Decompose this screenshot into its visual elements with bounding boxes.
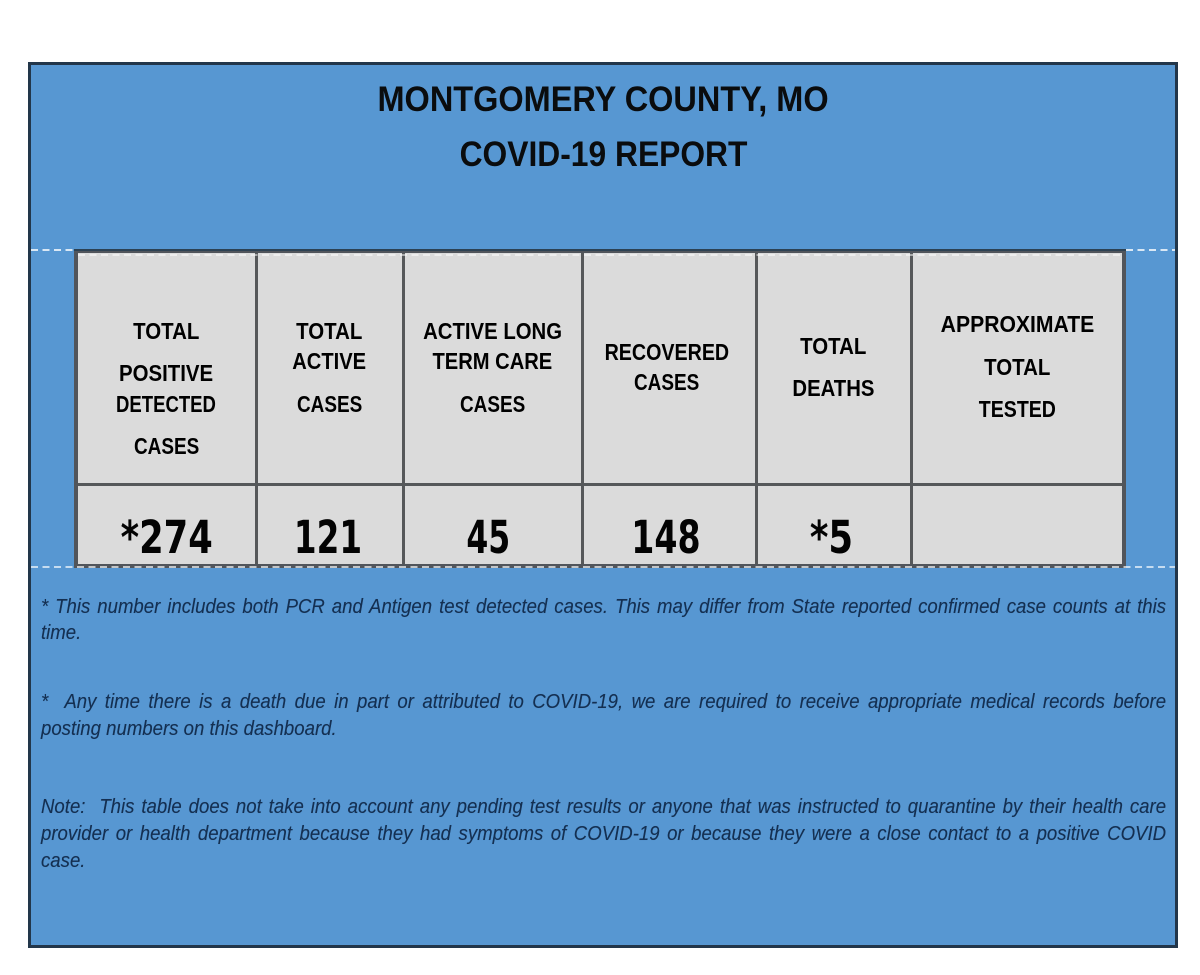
header-cell-approximate-total-tested: APPROXIMATE TOTAL TESTED: [913, 253, 1123, 483]
table-top-guide-right: [1126, 249, 1175, 251]
value-cell-total-positive-detected-cases: *274: [78, 485, 258, 564]
value-cell-active-long-term-care-cases: 45: [405, 485, 584, 564]
header-line: ACTIVE LONG: [423, 317, 562, 344]
header-line: RECOVERED: [604, 338, 729, 365]
footnote-line: provider or health department because th…: [41, 823, 1167, 846]
header-cell-total-deaths: TOTAL DEATHS: [758, 253, 913, 483]
footnote-line: * Any time there is a death due in part …: [41, 691, 1167, 714]
value-total-deaths: *5: [809, 510, 854, 564]
value-active-long-term-care-cases: 45: [466, 510, 511, 564]
report-title-line1: MONTGOMERY COUNTY, MO: [31, 80, 1175, 119]
value-recovered-cases: 148: [631, 510, 701, 564]
value-cell-approximate-total-tested: [913, 486, 1123, 564]
footnote-death-records: * Any time there is a death due in part …: [41, 689, 1166, 743]
value-cell-recovered-cases: 148: [584, 485, 758, 564]
footnote-line: Note: This table does not take into acco…: [41, 796, 1167, 819]
header-line: TOTAL: [133, 317, 200, 344]
report-title-line1-text: MONTGOMERY COUNTY, MO: [377, 80, 829, 120]
value-cell-total-active-cases: 121: [258, 485, 405, 564]
table-header-row: TOTAL POSITIVE DETECTED CASES TOTAL ACTIVE CA…: [78, 253, 1122, 486]
footnote-line: * This number includes both PCR and Anti…: [41, 595, 1167, 618]
header-cell-total-active-cases: TOTAL ACTIVE CASES: [258, 253, 405, 483]
header-line: DETECTED: [116, 390, 217, 417]
covid-stats-table: TOTAL POSITIVE DETECTED CASES TOTAL ACTIVE CA…: [74, 249, 1126, 568]
header-line: CASES: [133, 433, 199, 460]
footnote-pending-tests: Note: This table does not take into acco…: [41, 794, 1166, 874]
header-cell-active-long-term-care-cases: ACTIVE LONG TERM CARE CASES: [405, 253, 584, 483]
report-panel: MONTGOMERY COUNTY, MO COVID-19 REPORT TO…: [28, 62, 1178, 948]
table-inner-dash: [78, 254, 1122, 256]
header-line: CASES: [459, 390, 526, 417]
report-title-line2: COVID-19 REPORT: [31, 135, 1175, 174]
footnote-line: posting numbers on this dashboard.: [41, 718, 337, 741]
header-line: CASES: [633, 369, 700, 395]
value-cell-total-deaths: *5: [758, 485, 913, 564]
footnote-line: time.: [41, 622, 82, 645]
value-total-active-cases: 121: [293, 510, 362, 564]
header-line: TOTAL: [296, 317, 363, 344]
header-line: TERM CARE: [432, 348, 553, 375]
table-value-row: *274 121 45 148 *5: [78, 485, 1123, 564]
header-line: APPROXIMATE: [940, 311, 1095, 338]
header-line: ACTIVE: [292, 348, 367, 375]
value-total-positive-detected-cases: *274: [120, 510, 213, 564]
table-top-guide-left: [31, 249, 74, 251]
footnote-line: case.: [41, 849, 86, 872]
header-line: CASES: [296, 390, 363, 417]
header-line: TESTED: [978, 396, 1056, 423]
header-cell-recovered-cases: RECOVERED CASES: [584, 253, 758, 483]
footnote-pcr-antigen: * This number includes both PCR and Anti…: [41, 594, 1166, 648]
report-title-line2-text: COVID-19 REPORT: [459, 134, 747, 174]
header-line: POSITIVE: [119, 360, 214, 387]
header-line: DEATHS: [792, 375, 875, 401]
header-line: TOTAL: [800, 332, 867, 359]
header-cell-total-positive-detected-cases: TOTAL POSITIVE DETECTED CASES: [78, 253, 258, 483]
table-bottom-guide: [31, 565, 1175, 568]
header-line: TOTAL: [984, 353, 1051, 380]
